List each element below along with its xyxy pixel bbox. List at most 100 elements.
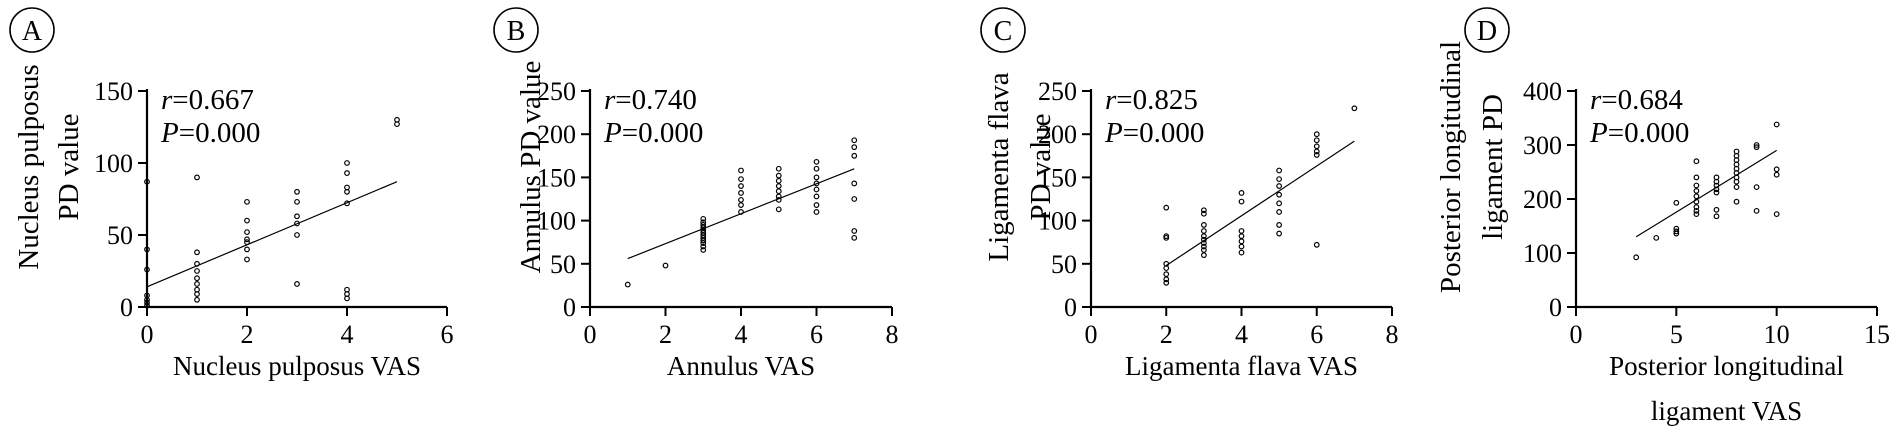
data-point (1276, 222, 1283, 228)
x-tick-label: 0 (584, 320, 597, 349)
data-point (244, 229, 250, 236)
x-tick-label: 0 (1085, 320, 1098, 349)
data-point (1713, 178, 1720, 185)
data-point (1238, 190, 1245, 196)
data-point (1163, 279, 1170, 286)
y-tick-label: 100 (1038, 207, 1077, 236)
data-point (144, 302, 150, 309)
data-point (1276, 230, 1283, 237)
data-point (1693, 198, 1700, 205)
data-point (738, 183, 744, 189)
data-point (775, 165, 782, 172)
regression-line (1635, 149, 1777, 238)
data-point (813, 193, 820, 200)
data-point (813, 165, 820, 172)
data-point (775, 172, 782, 179)
data-point (294, 281, 300, 287)
data-point (1200, 240, 1207, 246)
data-point (1693, 158, 1700, 165)
data-point (344, 188, 350, 195)
y-tick-label: 0 (1064, 293, 1077, 322)
data-point (144, 266, 150, 273)
data-point (194, 281, 200, 287)
data-point (1163, 271, 1170, 278)
y-tick-label: 250 (1038, 77, 1077, 106)
x-axis-label: ligament VAS (1651, 396, 1802, 426)
data-point (1238, 249, 1245, 256)
data-point (662, 262, 669, 269)
data-point (738, 167, 744, 174)
panel-label-circle (1464, 7, 1510, 53)
y-tick-label: 0 (120, 293, 133, 322)
data-point (144, 178, 150, 185)
data-point (1276, 176, 1283, 183)
data-point (244, 256, 250, 263)
y-axis-label: PD value (53, 113, 85, 220)
x-axis-label: Posterior longitudinal (1609, 351, 1844, 381)
x-tick-label: 8 (886, 320, 899, 349)
data-point (1773, 171, 1780, 178)
data-point (813, 180, 820, 187)
data-point (1693, 187, 1700, 194)
data-point (1753, 207, 1760, 214)
y-tick-label: 50 (1051, 250, 1077, 279)
data-point (344, 200, 350, 207)
y-tick-label: 400 (1523, 77, 1562, 106)
data-point (813, 202, 820, 208)
x-axis-label: Annulus VAS (667, 351, 815, 381)
x-tick-label: 0 (1570, 320, 1583, 349)
data-point (1713, 206, 1720, 213)
data-point (1753, 184, 1760, 191)
y-axis-label: Annulus PD value (515, 61, 547, 274)
p-annotation: P=0.000 (603, 117, 703, 149)
data-point (244, 217, 250, 224)
x-tick-label: 6 (1310, 320, 1323, 349)
x-tick-label: 2 (1160, 320, 1173, 349)
panel-label-circle (493, 7, 539, 53)
data-point (1276, 209, 1283, 215)
data-point (813, 186, 820, 193)
data-point (1200, 210, 1207, 217)
data-point (194, 275, 200, 282)
y-tick-label: 100 (537, 207, 576, 236)
y-tick-label: 100 (94, 149, 133, 178)
y-tick-label: 100 (1523, 239, 1562, 268)
data-point (1313, 137, 1320, 144)
data-point (394, 121, 400, 128)
data-point (294, 220, 300, 227)
data-point (1693, 211, 1700, 218)
data-point (851, 196, 858, 202)
data-point (775, 196, 782, 203)
data-point (344, 295, 350, 302)
data-point (1713, 186, 1720, 193)
data-point (1200, 222, 1207, 228)
data-point (1200, 252, 1207, 259)
y-tick-label: 300 (1523, 131, 1562, 160)
data-point (1313, 131, 1320, 138)
data-point (775, 193, 782, 200)
data-point (1693, 174, 1700, 181)
data-point (1693, 204, 1700, 211)
data-point (624, 281, 631, 288)
data-point (1733, 184, 1740, 191)
data-point (194, 260, 200, 267)
data-point (813, 174, 820, 181)
x-tick-label: 6 (441, 320, 454, 349)
data-point (700, 240, 707, 246)
data-point (294, 188, 300, 195)
regression-line (1165, 140, 1355, 267)
data-point (1713, 182, 1720, 189)
regression-line (146, 181, 398, 288)
data-point (1713, 189, 1720, 196)
x-tick-label: 6 (810, 320, 823, 349)
data-point (1238, 233, 1245, 240)
data-point (1773, 166, 1780, 173)
p-annotation: P=0.000 (1589, 117, 1689, 149)
r-annotation: r=0.740 (604, 84, 697, 116)
data-point (1653, 234, 1660, 241)
y-axis-label: Ligamenta flava (983, 72, 1015, 261)
data-point (1693, 207, 1700, 214)
data-point (700, 243, 707, 250)
panel-label: A (22, 16, 43, 47)
